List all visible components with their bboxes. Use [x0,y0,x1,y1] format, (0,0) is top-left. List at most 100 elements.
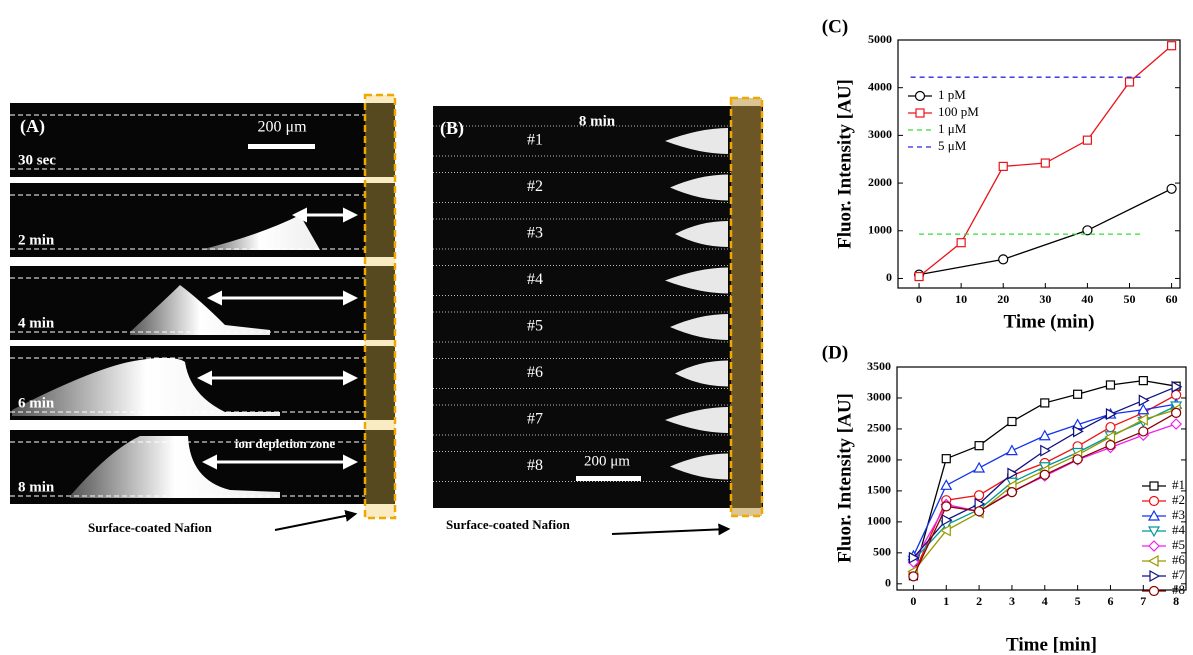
marker [1041,446,1050,456]
channel-label: #3 [527,225,543,242]
marker [1150,571,1159,581]
y-tick-label: 3500 [867,359,891,373]
nafion-strip [365,95,395,518]
marker [916,109,924,117]
marker [1150,497,1159,506]
frame-time: 30 sec [18,152,56,168]
channel-label: #6 [527,364,543,381]
x-tick-label: 7 [1140,594,1146,608]
marker [975,442,983,450]
micrograph [10,103,395,177]
marker [999,162,1007,170]
marker [1040,470,1049,479]
x-tick-label: 60 [1166,292,1178,306]
marker [1083,226,1092,235]
y-tick-label: 500 [873,545,891,559]
y-tick-label: 2500 [867,421,891,435]
frame-time: 8 min [18,479,55,495]
marker [974,463,984,472]
marker [957,239,965,247]
y-tick-label: 1000 [867,514,891,528]
marker [1007,446,1017,455]
marker [1007,488,1016,497]
marker [1149,541,1159,551]
nafion-label: Surface-coated Nafion [88,520,213,535]
marker [1171,419,1181,429]
time-label: 8 min [579,113,616,129]
frame-time: 2 min [18,232,55,248]
marker [1106,423,1115,432]
nafion-label: Surface-coated Nafion [446,517,571,532]
x-tick-label: 6 [1107,594,1113,608]
marker [915,273,923,281]
marker [942,455,950,463]
x-tick-label: 10 [955,292,967,306]
y-tick-label: 5000 [868,32,892,46]
marker [1106,381,1114,389]
scale-bar-label: 200 μm [257,119,307,136]
channel-label: #1 [527,132,543,149]
legend-label: #5 [1172,537,1185,552]
marker [1040,431,1050,440]
marker [941,480,951,489]
y-tick-label: 0 [885,576,891,590]
zone-label: ion depletion zone [235,436,336,451]
x-axis-label: Time [min] [1006,634,1097,655]
x-tick-label: 5 [1075,594,1081,608]
legend-label: 1 μM [938,121,967,136]
marker [1139,395,1148,405]
legend-label: 100 pM [938,104,979,119]
y-tick-label: 1000 [868,223,892,237]
marker [1139,377,1147,385]
marker [975,491,984,500]
micrograph [10,183,395,257]
y-axis-label: Fluor. Intensity [AU] [834,393,855,563]
frame-time: 4 min [18,315,55,331]
y-tick-label: 2000 [867,452,891,466]
chart-title: (D) [822,342,848,363]
y-tick-label: 3000 [867,390,891,404]
legend-label: #1 [1172,477,1185,492]
x-tick-label: 0 [916,292,922,306]
channel-label: #4 [527,271,543,288]
legend-label: #4 [1172,522,1186,537]
legend-label: #7 [1172,567,1186,582]
series-line [913,395,1176,575]
legend-label: #3 [1172,507,1185,522]
series-line [919,189,1172,275]
marker [1106,441,1115,450]
marker [1167,184,1176,193]
x-tick-label: 2 [976,594,982,608]
marker [909,572,918,581]
panel-label: (B) [440,118,464,139]
x-tick-label: 20 [997,292,1009,306]
series-line [913,424,1176,562]
scale-bar [248,144,315,149]
marker [1041,399,1049,407]
legend-label: 1 pM [938,87,966,102]
y-tick-label: 1500 [867,483,891,497]
channel-label: #8 [527,457,543,474]
marker [1073,455,1082,464]
marker [1149,556,1158,566]
micrograph [433,106,763,508]
marker [975,507,984,516]
x-tick-label: 50 [1123,292,1135,306]
marker [1083,136,1091,144]
marker [1139,427,1148,436]
y-tick-label: 4000 [868,79,892,93]
marker [1125,78,1133,86]
marker [916,92,925,101]
x-tick-label: 4 [1042,594,1048,608]
legend-label: #2 [1172,492,1185,507]
marker [1041,159,1049,167]
marker [1168,42,1176,50]
legend-label: #8 [1172,582,1185,597]
channel-label: #2 [527,178,543,195]
y-tick-label: 2000 [868,175,892,189]
